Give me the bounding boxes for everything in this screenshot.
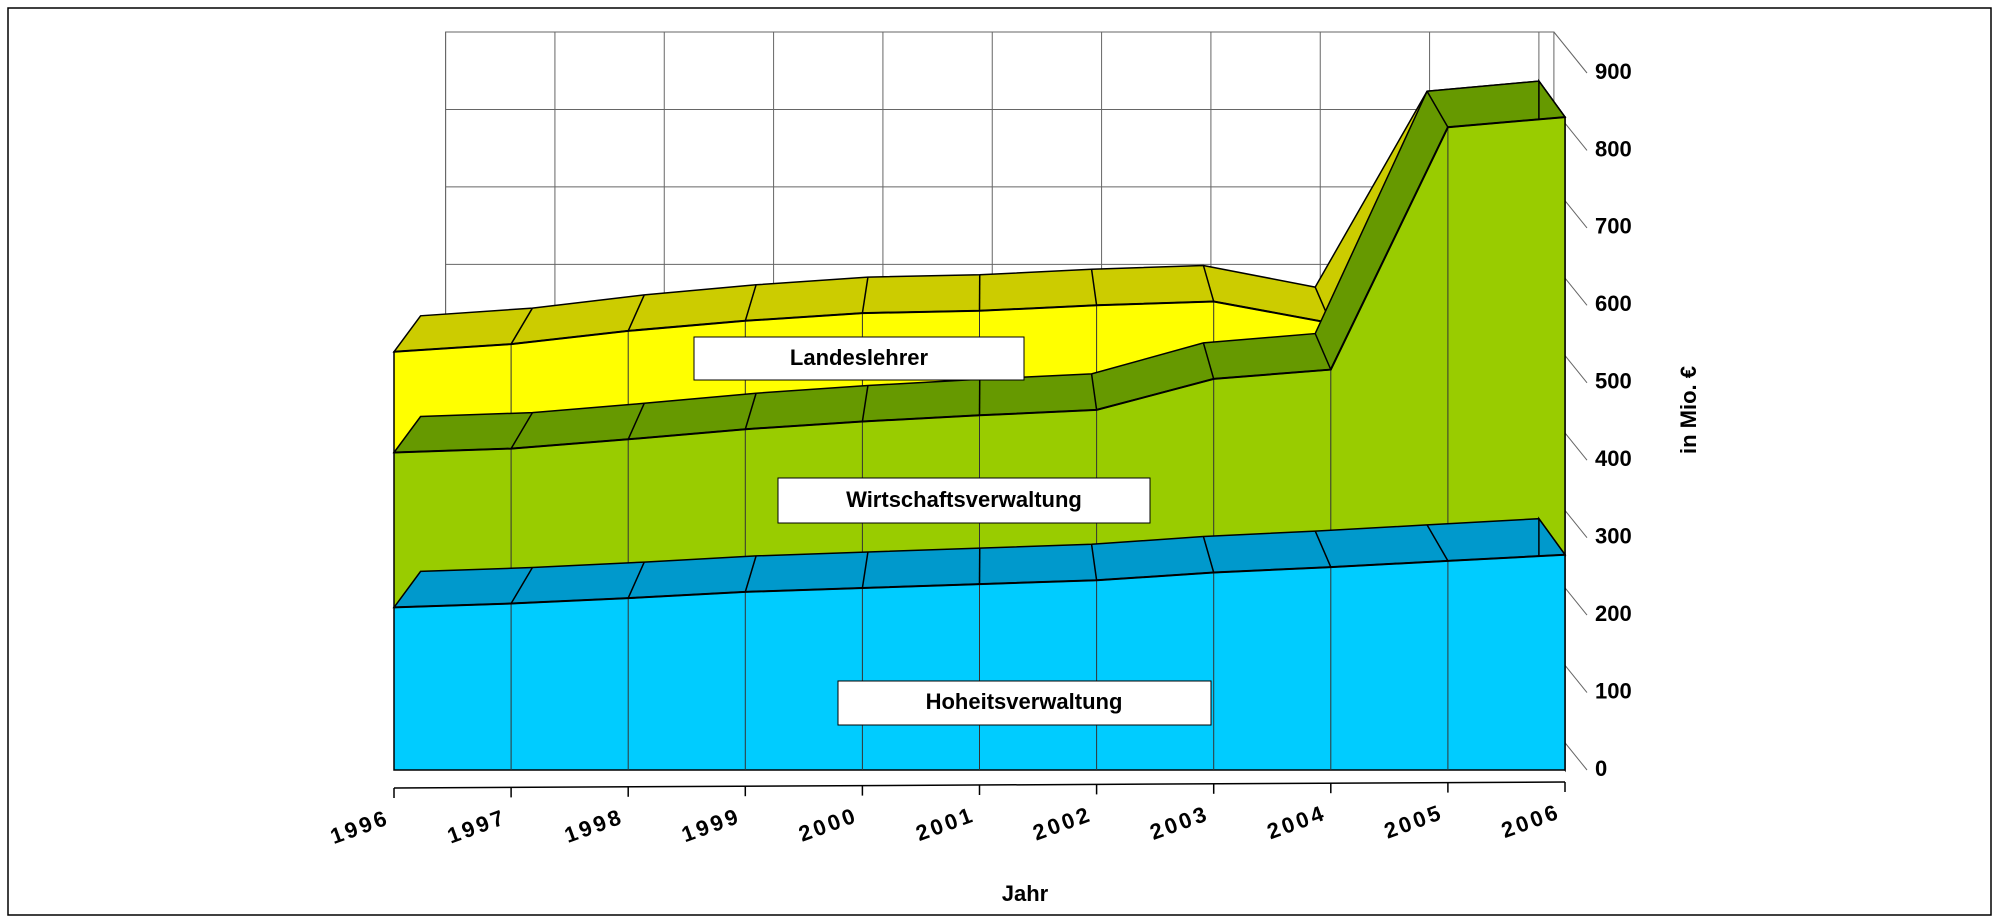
face-edge [627,294,645,332]
y-tick-label: 800 [1595,136,1632,161]
face-edge [510,412,534,449]
series-label: Wirtschaftsverwaltung [846,487,1082,512]
label-box [837,680,1212,726]
y-tick-label: 900 [1595,59,1632,84]
face-edge [510,307,534,345]
x-tick-label: 2005 [1381,799,1447,843]
label-box [777,477,1151,524]
y-tick-label: 300 [1595,523,1632,548]
face-edge [1090,373,1098,410]
x-tick-label: 1998 [561,803,627,847]
face-edge [861,551,869,589]
face-edge [1314,333,1332,370]
x-tick-label: 2004 [1264,800,1330,844]
y-tick-label: 700 [1595,214,1632,239]
face-edge [1202,265,1215,302]
x-tick-label: 2001 [912,802,978,846]
face-edge [627,561,645,599]
x-tick-label: 1997 [444,804,510,848]
face-edge [1202,342,1215,380]
label-box [693,336,1025,381]
face-edge [744,284,757,322]
x-tick-label: 2000 [795,802,861,846]
y-tick-label: 100 [1595,678,1632,703]
face-edge [861,276,869,314]
face-edge [861,385,869,422]
face-edge [744,555,757,593]
y-axis-title: in Mio. € [1676,366,1701,454]
face-edge [510,567,534,604]
face-edge [627,403,645,440]
face-edge [1202,536,1215,573]
face-edge [1426,90,1449,128]
y-tick-label: 0 [1595,756,1607,781]
area-line [393,116,1566,454]
x-tick-label: 2002 [1029,801,1095,845]
plot-area: 0 100 200 300 400 500 600 700 800 900 1996 1997 1998… [327,31,1632,849]
face-edge [1090,269,1098,306]
y-tick-label: 200 [1595,601,1632,626]
x-tick-label: 1996 [327,805,393,849]
x-axis-title: Jahr [1002,881,1049,906]
y-tick [1553,31,1588,74]
x-tick-label: 2003 [1147,800,1213,844]
chart-border [7,7,1992,916]
series-label: Landeslehrer [790,345,929,370]
series-label: Hoheitsverwaltung [926,689,1123,714]
face-edge [1314,530,1332,568]
y-tick-label: 400 [1595,446,1632,471]
x-tick-label: 2006 [1498,799,1564,843]
face-edge [1090,544,1098,581]
face-edge [1426,524,1449,562]
x-tick-label: 1999 [678,803,744,847]
y-tick-label: 500 [1595,369,1632,394]
y-tick-label: 600 [1595,291,1632,316]
area-line [393,553,1566,609]
face-edge [744,393,757,430]
